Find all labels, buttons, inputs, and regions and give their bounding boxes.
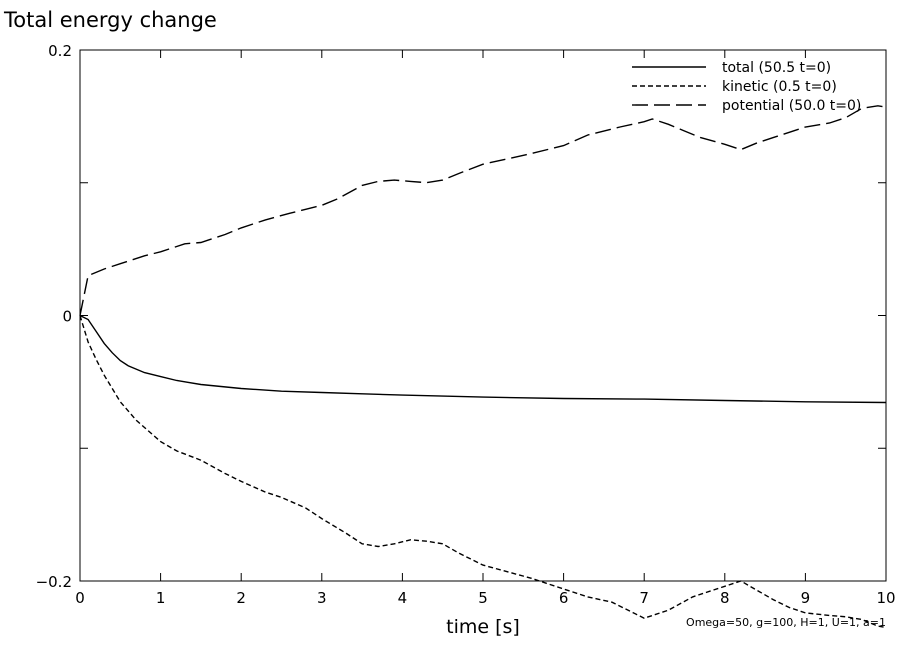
x-tick-label: 7	[639, 589, 649, 607]
x-tick-label: 6	[559, 589, 569, 607]
x-tick-label: 4	[398, 589, 408, 607]
x-tick-label: 3	[317, 589, 327, 607]
y-tick-label: 0.2	[48, 42, 72, 60]
x-tick-label: 10	[876, 589, 895, 607]
parameter-annotation: Omega=50, g=100, H=1, U=1, a=1	[686, 616, 886, 629]
y-tick-label: −0.2	[36, 573, 72, 591]
x-tick-label: 8	[720, 589, 730, 607]
y-tick-label: 0	[62, 308, 72, 326]
x-tick-label: 9	[801, 589, 811, 607]
series-layer	[79, 105, 887, 629]
legend-label-1: kinetic (0.5 t=0)	[722, 79, 837, 95]
x-tick-label: 1	[156, 589, 166, 607]
plot-frame	[79, 49, 887, 582]
x-tick-label: 0	[75, 589, 85, 607]
series-line-0	[79, 314, 887, 404]
x-tick-label: 5	[478, 589, 488, 607]
x-tick-label: 2	[236, 589, 246, 607]
series-line-1	[79, 315, 887, 629]
x-axis-label: time [s]	[446, 616, 520, 638]
legend-label-2: potential (50.0 t=0)	[722, 98, 861, 114]
series-line-2	[79, 105, 887, 316]
legend: total (50.5 t=0) kinetic (0.5 t=0) potenti…	[632, 60, 861, 114]
legend-label-0: total (50.5 t=0)	[722, 60, 831, 76]
ticks-layer: 0 1 2 3 4 5 6 7 8 9 10−0.200.2	[36, 42, 896, 607]
chart-title: Total energy change	[3, 8, 217, 32]
